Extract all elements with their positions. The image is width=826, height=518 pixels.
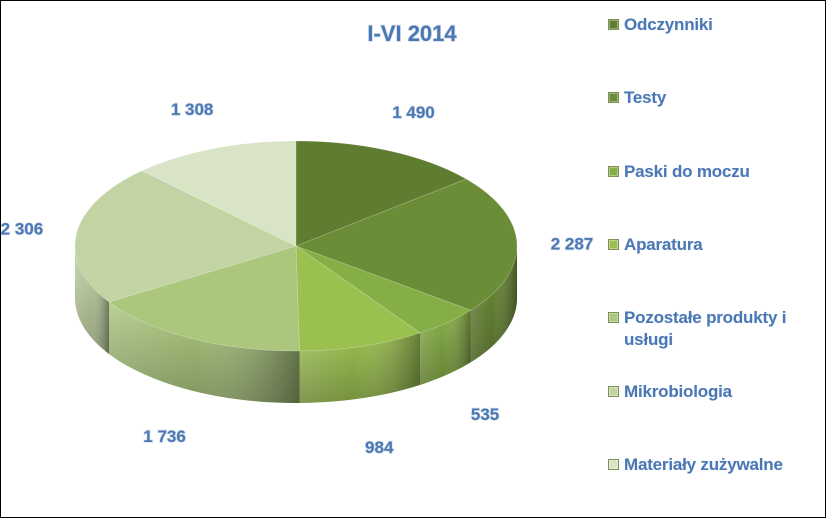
legend-swatch bbox=[608, 239, 619, 250]
legend-label: Odczynniki bbox=[624, 15, 713, 34]
pie-slice-testy bbox=[295, 178, 518, 311]
data-label-pozostale-produkty-i-uslugi: 1 736 bbox=[143, 427, 186, 446]
legend: Odczynniki Testy Paski do moczu Aparatura Po… bbox=[608, 1, 823, 517]
legend-label: Pozostałe produkty i usługi bbox=[624, 308, 787, 349]
legend-label: Materiały zużywalne bbox=[624, 455, 783, 474]
legend-item-materialy-zuzywalne: Materiały zużywalne bbox=[608, 454, 823, 476]
legend-swatch bbox=[608, 19, 619, 30]
legend-swatch bbox=[608, 166, 619, 177]
legend-swatch bbox=[608, 92, 619, 103]
legend-label: Mikrobiologia bbox=[624, 382, 732, 401]
data-label-testy: 2 287 bbox=[551, 235, 594, 254]
legend-item-odczynniki: Odczynniki bbox=[608, 14, 823, 36]
pie-side-paski-do-moczu bbox=[420, 310, 471, 385]
legend-label: Paski do moczu bbox=[624, 162, 750, 181]
pie-slice-materialy-zuzywalne bbox=[141, 140, 297, 247]
data-label-aparatura: 984 bbox=[365, 438, 394, 457]
pie-slice-odczynniki bbox=[295, 140, 467, 247]
legend-swatch bbox=[608, 459, 619, 470]
data-label-materialy-zuzywalne: 1 308 bbox=[171, 100, 214, 119]
pie-slice-mikrobiologia bbox=[74, 170, 297, 303]
pie-side-testy bbox=[470, 246, 517, 363]
chart-title: I-VI 2014 bbox=[367, 21, 457, 46]
pie-side-mikrobiologia bbox=[75, 246, 110, 354]
legend-item-aparatura: Aparatura bbox=[608, 234, 823, 256]
legend-swatch bbox=[608, 312, 619, 323]
data-label-paski-do-moczu: 535 bbox=[471, 405, 499, 424]
legend-label: Testy bbox=[624, 88, 667, 107]
pie-slice-paski-do-moczu bbox=[295, 245, 472, 334]
data-label-mikrobiologia: 2 306 bbox=[1, 220, 43, 239]
pie-slice-pozostale-produkty-i-uslugi bbox=[108, 245, 300, 352]
legend-item-mikrobiologia: Mikrobiologia bbox=[608, 381, 823, 403]
pie-side-aparatura bbox=[299, 332, 421, 403]
legend-label: Aparatura bbox=[624, 235, 703, 254]
pie-side-pozostale-produkty-i-uslugi bbox=[109, 301, 300, 403]
data-label-odczynniki: 1 490 bbox=[392, 103, 435, 122]
pie-slice-aparatura bbox=[295, 245, 421, 352]
legend-swatch bbox=[608, 386, 619, 397]
legend-item-testy: Testy bbox=[608, 87, 823, 109]
legend-item-paski-do-moczu: Paski do moczu bbox=[608, 161, 823, 183]
legend-item-pozostale-produkty-i-uslugi: Pozostałe produkty i usługi bbox=[608, 307, 823, 351]
